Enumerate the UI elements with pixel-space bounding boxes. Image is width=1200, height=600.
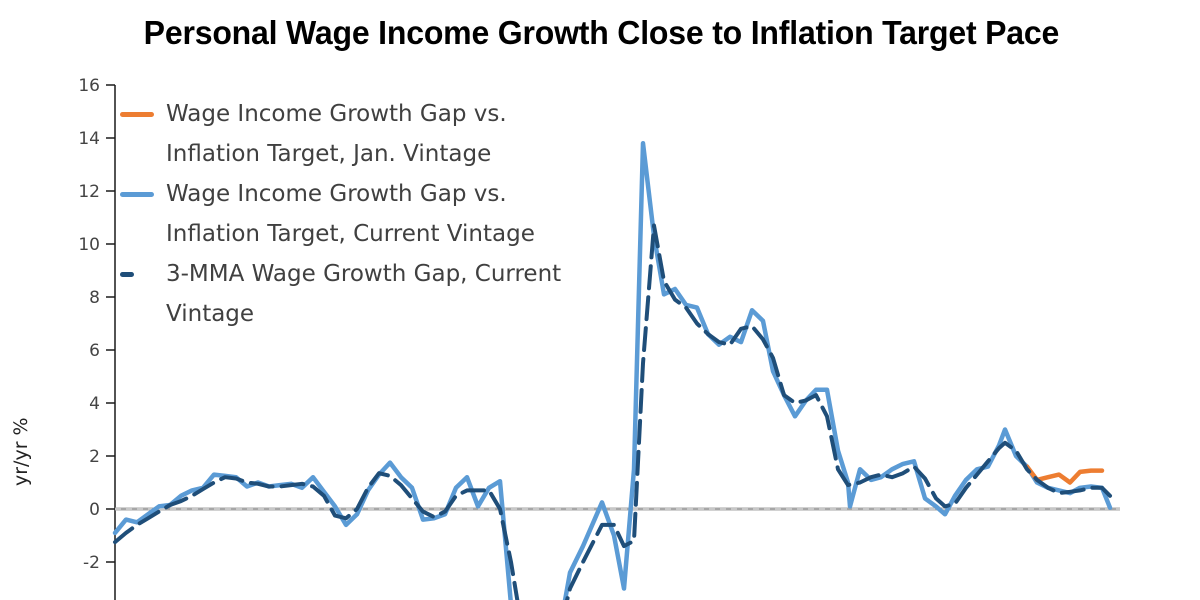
legend-swatch-blue-line-icon <box>120 192 154 197</box>
legend-label: Inflation Target, Jan. Vintage <box>166 141 492 167</box>
y-tick-label: 10 <box>78 235 100 255</box>
y-tick-label: 12 <box>78 182 100 202</box>
y-tick-label: 2 <box>89 447 100 467</box>
legend-label: Wage Income Growth Gap vs. <box>166 181 507 207</box>
legend-item-3mma: 3-MMA Wage Growth Gap, Current Vintage <box>116 254 561 334</box>
y-axis-label: yr/yr % <box>10 417 32 486</box>
series-layer <box>112 141 1113 600</box>
chart-title: Personal Wage Income Growth Close to Inf… <box>143 14 1060 51</box>
y-axis: 16 14 12 10 8 6 4 2 0 -2 <box>78 76 116 600</box>
legend-item-current-vintage: Wage Income Growth Gap vs. Inflation Tar… <box>116 174 561 254</box>
y-tick-label: 16 <box>78 76 100 96</box>
series-line-3mma <box>113 223 1112 600</box>
legend-label: Wage Income Growth Gap vs. <box>166 101 507 127</box>
legend-label: 3-MMA Wage Growth Gap, Current <box>166 261 562 287</box>
y-tick-label: 8 <box>89 288 100 308</box>
y-tick-label: 6 <box>89 341 100 361</box>
legend-label: Inflation Target, Current Vintage <box>166 221 535 247</box>
legend-swatch-dashed-line-icon <box>120 272 134 277</box>
legend-item-jan-vintage: Wage Income Growth Gap vs. Inflation Tar… <box>116 94 561 174</box>
chart-legend: Wage Income Growth Gap vs. Inflation Tar… <box>116 94 561 334</box>
legend-label: Vintage <box>166 301 255 327</box>
y-tick-label: 14 <box>78 129 100 149</box>
legend-swatch-orange-line-icon <box>120 112 154 117</box>
y-tick-label: -2 <box>83 553 100 573</box>
y-tick-label: 0 <box>89 500 100 520</box>
y-tick-label: 4 <box>89 394 100 414</box>
